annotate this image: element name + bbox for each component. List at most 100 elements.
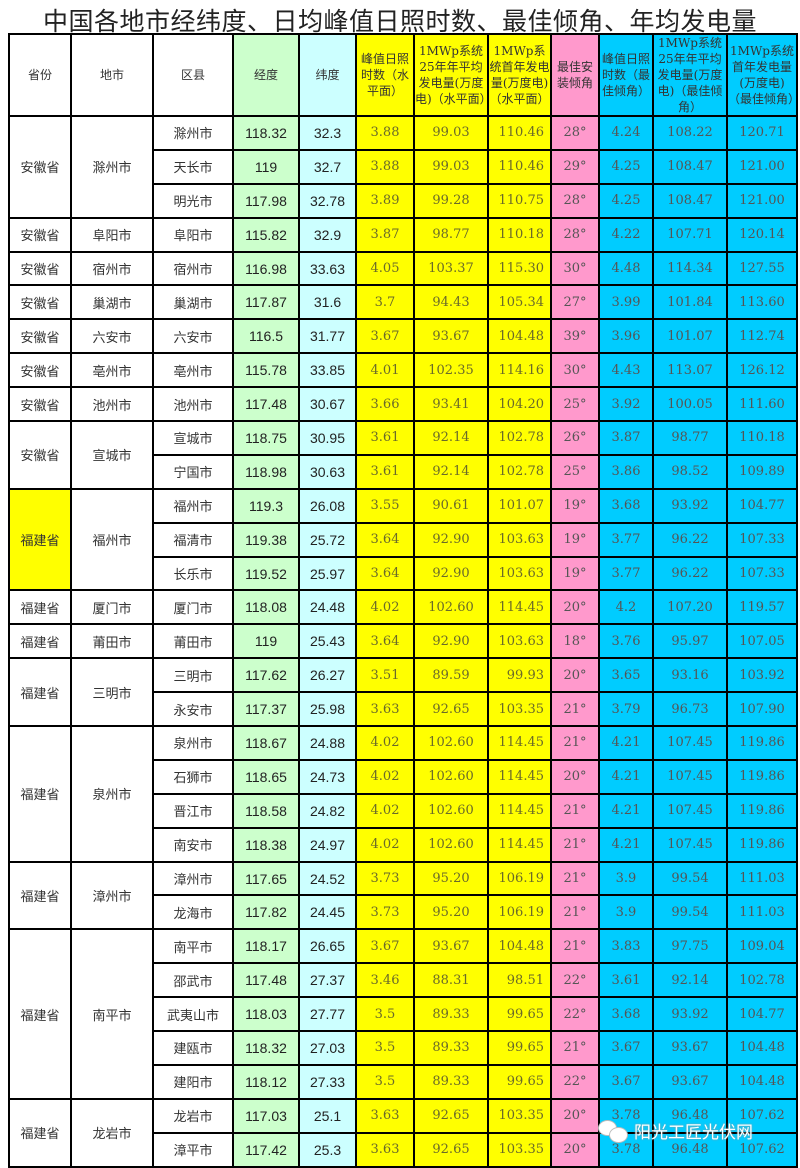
25yr-avg-horizontal-cell: 92.90 [413,555,489,592]
25yr-avg-optimal-cell: 107.45 [652,826,728,863]
table-row: 安徽省 亳州市 亳州市 115.78 33.85 4.01 102.35 114.16 30° 4… [8,352,798,389]
first-year-optimal-cell: 119.86 [726,792,798,829]
first-year-optimal-cell: 104.77 [726,996,798,1033]
first-year-optimal-cell: 112.74 [726,318,798,355]
first-year-optimal-cell: 127.55 [726,250,798,287]
latitude-cell: 25.98 [298,691,357,728]
optimal-angle-cell: 26° [550,420,600,456]
district-cell: 漳平市 [152,1131,234,1168]
city-cell: 滁州市 [70,115,154,219]
25yr-avg-optimal-cell: 107.45 [652,758,728,795]
latitude-cell: 31.77 [298,318,357,355]
25yr-avg-horizontal-cell: 89.33 [413,1030,489,1066]
25yr-avg-optimal-cell: 100.05 [652,386,728,423]
district-cell: 宁国市 [152,453,234,490]
peak-hours-optimal-cell: 3.79 [598,691,654,728]
province-cell: 福建省 [8,860,72,931]
optimal-angle-cell: 21° [550,860,600,897]
table-row: 安徽省 阜阳市 阜阳市 115.82 32.9 3.87 98.77 110.18 28° 4.2… [8,216,798,253]
table-row: 邵武市 117.48 27.37 3.46 88.31 98.51 22° 3.61 92.14… [9,962,798,999]
district-cell: 永安市 [152,691,234,728]
peak-hours-optimal-cell: 4.22 [598,216,654,253]
province-cell: 福建省 [8,657,72,728]
optimal-angle-cell: 27° [550,284,600,321]
province-cell: 福建省 [8,725,72,863]
25yr-avg-optimal-cell: 113.07 [652,352,728,389]
peak-hours-optimal-cell: 3.68 [598,487,654,524]
25yr-avg-optimal-cell: 93.92 [652,487,728,524]
longitude-cell: 119 [232,148,300,185]
optimal-angle-cell: 25° [550,453,600,490]
first-year-horizontal-cell: 114.45 [487,589,552,626]
table-row: 福清市 119.38 25.72 3.64 92.90 103.63 19° 3.77 96.2… [9,521,798,558]
optimal-angle-cell: 20° [550,657,600,694]
first-year-optimal-cell: 121.00 [726,182,798,219]
city-cell: 宣城市 [70,420,154,490]
district-cell: 莆田市 [152,623,234,660]
peak-hours-horizontal-cell: 3.63 [355,691,415,728]
table-row: 永安市 117.37 25.98 3.63 92.65 103.35 21° 3.79 96.7… [9,691,798,728]
longitude-cell: 117.82 [232,894,300,931]
first-year-optimal-cell: 103.92 [726,657,798,694]
longitude-cell: 118.17 [232,928,300,965]
optimal-angle-cell: 21° [550,826,600,863]
optimal-angle-cell: 28° [550,182,600,219]
latitude-cell: 24.88 [298,725,357,761]
district-cell: 武夷山市 [152,996,234,1033]
optimal-angle-cell: 18° [550,623,600,660]
25yr-avg-optimal-cell: 107.45 [652,725,728,761]
header-province: 省份 [8,33,72,117]
longitude-cell: 117.03 [232,1097,300,1134]
optimal-angle-cell: 30° [550,352,600,389]
table-row: 安徽省 宿州市 宿州市 116.98 33.63 4.05 103.37 115.30 30° 4… [8,250,798,287]
25yr-avg-optimal-cell: 96.22 [652,521,728,558]
longitude-cell: 119 [232,623,300,660]
peak-hours-optimal-cell: 3.67 [598,1063,654,1100]
peak-hours-horizontal-cell: 3.61 [355,420,415,456]
25yr-avg-horizontal-cell: 92.65 [413,1097,489,1134]
first-year-optimal-cell: 119.57 [726,589,798,626]
district-cell: 明光市 [152,182,234,219]
district-cell: 南安市 [152,826,234,863]
first-year-horizontal-cell: 110.46 [487,115,552,151]
25yr-avg-optimal-cell: 108.22 [652,115,728,151]
latitude-cell: 26.08 [298,487,357,524]
25yr-avg-horizontal-cell: 89.33 [413,1063,489,1100]
longitude-cell: 118.38 [232,826,300,863]
data-table: 省份 地市 区县 经度 纬度 峰值日照时数（水平面） 1MWp系统25年年平均发… [8,33,798,1168]
optimal-angle-cell: 30° [550,250,600,287]
longitude-cell: 118.98 [232,453,300,490]
25yr-avg-horizontal-cell: 92.14 [413,420,489,456]
longitude-cell: 118.32 [232,115,300,151]
first-year-optimal-cell: 104.77 [726,487,798,524]
district-cell: 宣城市 [152,420,234,456]
city-cell: 巢湖市 [70,284,154,321]
latitude-cell: 26.27 [298,657,357,694]
table-row: 南安市 118.38 24.97 4.02 102.60 114.45 21° 4.21 107… [9,826,798,863]
longitude-cell: 115.82 [232,216,300,253]
city-cell: 龙岩市 [70,1097,154,1168]
peak-hours-optimal-cell: 3.83 [598,928,654,965]
peak-hours-horizontal-cell: 3.7 [355,284,415,321]
first-year-horizontal-cell: 114.45 [487,758,552,795]
first-year-horizontal-cell: 103.35 [487,691,552,728]
peak-hours-optimal-cell: 4.21 [598,758,654,795]
peak-hours-horizontal-cell: 3.87 [355,216,415,253]
25yr-avg-optimal-cell: 107.45 [652,792,728,829]
district-cell: 南平市 [152,928,234,965]
first-year-horizontal-cell: 115.30 [487,250,552,287]
25yr-avg-optimal-cell: 97.75 [652,928,728,965]
latitude-cell: 27.03 [298,1030,357,1066]
province-cell: 福建省 [8,589,72,626]
peak-hours-optimal-cell: 3.92 [598,386,654,423]
longitude-cell: 117.98 [232,182,300,219]
optimal-angle-cell: 21° [550,792,600,829]
first-year-optimal-cell: 111.03 [726,894,798,931]
25yr-avg-optimal-cell: 107.71 [652,216,728,253]
peak-hours-horizontal-cell: 3.5 [355,1030,415,1066]
optimal-angle-cell: 21° [550,894,600,931]
first-year-horizontal-cell: 102.78 [487,453,552,490]
city-cell: 福州市 [70,487,154,592]
district-cell: 邵武市 [152,962,234,999]
province-cell: 安徽省 [8,216,72,253]
